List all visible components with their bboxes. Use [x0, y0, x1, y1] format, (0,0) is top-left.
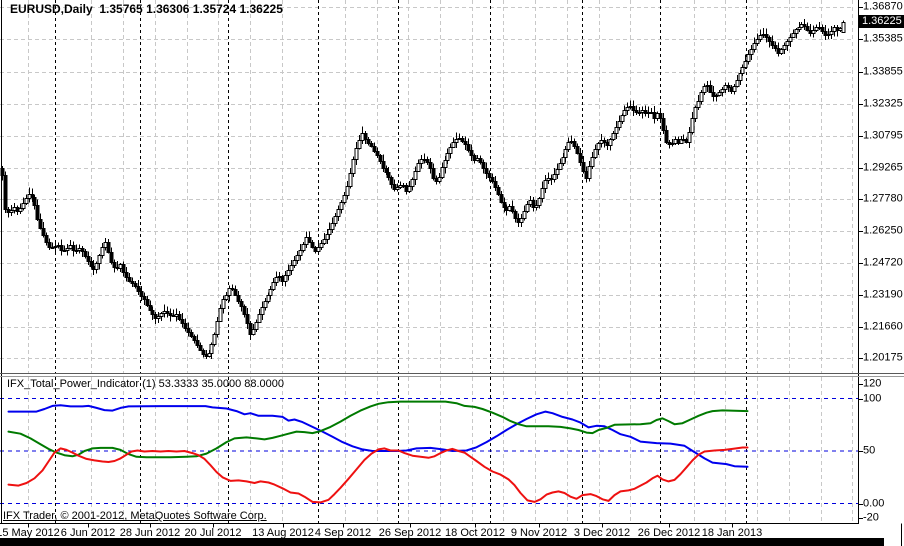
- date-label: 4 Sep 2012: [314, 527, 372, 539]
- price-label: 1.32325: [863, 97, 903, 110]
- price-label: 1.23190: [863, 288, 903, 301]
- indicator-scale-label: 120: [863, 377, 882, 390]
- price-label: 1.35385: [863, 32, 903, 45]
- chart-title: EURUSD,Daily 1.35765 1.36306 1.35724 1.3…: [10, 2, 283, 16]
- date-label: 15 May 2012: [0, 527, 60, 539]
- price-label: 1.24720: [863, 256, 903, 269]
- date-label: 28 Jun 2012: [119, 527, 181, 539]
- indicator-header: IFX_Total_Power_Indicator (1) 53.3333 35…: [7, 378, 285, 390]
- date-label: 18 Oct 2012: [445, 527, 505, 539]
- current-price-badge: 1.36225: [859, 15, 904, 28]
- price-label: 1.36870: [863, 0, 903, 13]
- copyright-link[interactable]: IFX Trader, © 2001-2012, MetaQuotes Soft…: [3, 510, 267, 522]
- date-label: 26 Dec 2012: [637, 527, 701, 539]
- date-label: 18 Jan 2013: [701, 527, 763, 539]
- price-label: 1.30795: [863, 129, 903, 142]
- indicator-scale-label: -20: [863, 511, 879, 523]
- indicator-scale-label: 50: [863, 444, 876, 457]
- indicator-scale-label: 100: [863, 392, 882, 404]
- indicator-pane[interactable]: [0, 377, 858, 524]
- price-label: 1.27780: [863, 192, 903, 205]
- price-label: 1.29265: [863, 161, 903, 174]
- main-price-pane[interactable]: [0, 0, 858, 373]
- current-price-value: 1.36225: [862, 15, 902, 27]
- price-label: 1.33855: [863, 65, 903, 78]
- price-label: 1.26250: [863, 224, 903, 237]
- date-label: 13 Aug 2012: [252, 527, 314, 539]
- date-label: 6 Jun 2012: [60, 527, 116, 539]
- bottom-bar: [0, 538, 884, 546]
- date-label: 3 Dec 2012: [573, 527, 631, 539]
- price-label: 1.21660: [863, 320, 903, 333]
- date-label: 26 Sep 2012: [378, 527, 442, 539]
- indicator-scale-label: 0.00: [863, 497, 885, 509]
- date-label: 20 Jul 2012: [184, 527, 242, 539]
- price-label: 1.20175: [863, 351, 903, 364]
- date-label: 9 Nov 2012: [510, 527, 568, 539]
